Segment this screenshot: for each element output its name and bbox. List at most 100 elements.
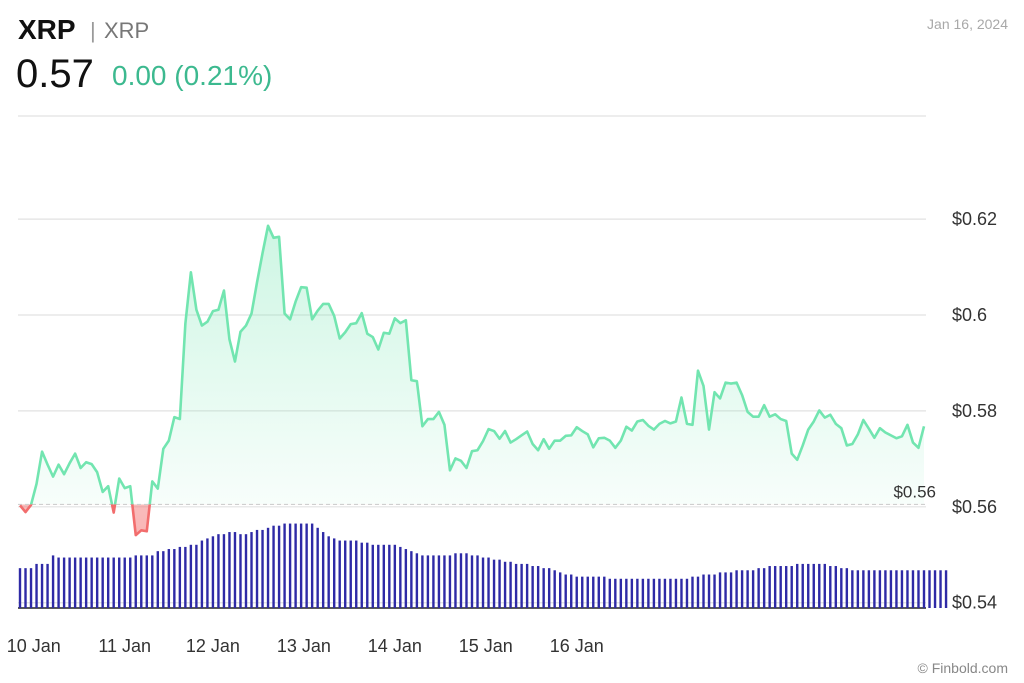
volume-bar <box>283 523 286 608</box>
x-axis-labels: 10 Jan 11 Jan 12 Jan 13 Jan 14 Jan 15 Jan 16 J… <box>7 636 604 656</box>
volume-bar <box>536 566 540 608</box>
volume-bar <box>211 536 215 608</box>
volume-bar <box>818 563 821 608</box>
volume-bar <box>162 551 165 608</box>
volume-bar <box>845 568 849 608</box>
volume-bar <box>366 542 369 608</box>
volume-bar <box>729 572 733 608</box>
y-tick-label: $0.58 <box>952 401 997 421</box>
volume-bar <box>652 578 656 608</box>
volume-bar <box>344 540 347 608</box>
volume-bar <box>316 527 319 608</box>
volume-bar <box>288 523 292 608</box>
volume-bar <box>40 563 44 608</box>
volume-bar <box>470 555 474 608</box>
volume-bar <box>73 557 77 608</box>
volume-bar <box>305 523 308 608</box>
asset-symbol: XRP <box>18 14 76 45</box>
volume-bar <box>222 534 226 608</box>
volume-bar <box>437 555 441 608</box>
volume-bar <box>338 540 341 608</box>
volume-bar <box>404 549 408 608</box>
volume-bar <box>641 578 645 608</box>
volume-bar <box>377 544 380 608</box>
x-tick-label: 14 Jan <box>368 636 422 656</box>
volume-bar <box>35 563 38 608</box>
volume-bar <box>746 570 749 608</box>
volume-bar <box>57 557 60 608</box>
volume-bar <box>68 557 71 608</box>
volume-bar <box>217 534 220 608</box>
asset-name: XRP <box>104 18 150 43</box>
area-below-baseline <box>20 504 150 536</box>
price-change: 0.00 (0.21%) <box>112 60 273 91</box>
y-tick-label: $0.62 <box>952 209 997 229</box>
chart-date: Jan 16, 2024 <box>927 16 1008 32</box>
volume-bar <box>922 570 926 608</box>
volume-bar <box>487 557 490 608</box>
header-separator: | <box>90 18 96 43</box>
volume-bar <box>79 557 82 608</box>
volume-bar <box>51 555 55 608</box>
volume-bar <box>625 578 628 608</box>
volume-bar <box>889 570 893 608</box>
volume-bar <box>399 546 402 608</box>
volume-bar <box>112 557 115 608</box>
volume-bar <box>867 570 871 608</box>
volume-bar <box>773 566 777 608</box>
volume-bar <box>244 534 248 608</box>
volume-bar <box>525 563 529 608</box>
grid-lines <box>18 115 926 609</box>
volume-bar <box>558 572 562 608</box>
volume-bar <box>724 572 727 608</box>
volume-bar <box>426 555 430 608</box>
volume-bar <box>547 568 551 608</box>
volume-bar <box>630 578 634 608</box>
volume-bars <box>18 523 948 608</box>
y-axis-labels: $0.54 $0.56 $0.58 $0.6 $0.62 $0.56 <box>893 209 997 613</box>
volume-bar <box>393 544 397 608</box>
volume-bar <box>663 578 667 608</box>
volume-bar <box>118 557 121 608</box>
volume-bar <box>410 551 413 608</box>
volume-bar <box>636 578 639 608</box>
x-tick-label: 13 Jan <box>277 636 331 656</box>
volume-bar <box>939 570 942 608</box>
volume-bar <box>101 557 104 608</box>
volume-bar <box>332 538 336 608</box>
x-tick-label: 15 Jan <box>459 636 513 656</box>
volume-bar <box>454 553 457 608</box>
volume-bar <box>24 568 27 608</box>
volume-bar <box>685 578 689 608</box>
price-area <box>18 225 926 536</box>
volume-bar <box>619 578 623 608</box>
volume-bar <box>90 557 93 608</box>
volume-bar <box>62 557 66 608</box>
volume-bar <box>680 578 683 608</box>
volume-bar <box>189 544 193 608</box>
volume-bar <box>856 570 860 608</box>
volume-bar <box>167 549 171 608</box>
volume-bar <box>757 568 760 608</box>
volume-bar <box>702 574 705 608</box>
price-line <box>29 224 926 505</box>
volume-bar <box>801 563 804 608</box>
volume-bar <box>542 568 545 608</box>
volume-bar <box>735 570 738 608</box>
volume-bar <box>250 532 253 608</box>
volume-bar <box>95 557 99 608</box>
volume-bar <box>531 566 534 608</box>
volume-bar <box>658 578 661 608</box>
volume-bar <box>509 561 512 608</box>
volume-bar <box>195 544 198 608</box>
volume-bar <box>779 566 782 608</box>
volume-bar <box>261 529 264 608</box>
volume-bar <box>647 578 650 608</box>
volume-bar <box>206 538 209 608</box>
volume-bar <box>669 578 672 608</box>
x-tick-label: 16 Jan <box>550 636 604 656</box>
volume-bar <box>371 544 374 608</box>
volume-bar <box>355 540 358 608</box>
volume-bar <box>911 570 915 608</box>
